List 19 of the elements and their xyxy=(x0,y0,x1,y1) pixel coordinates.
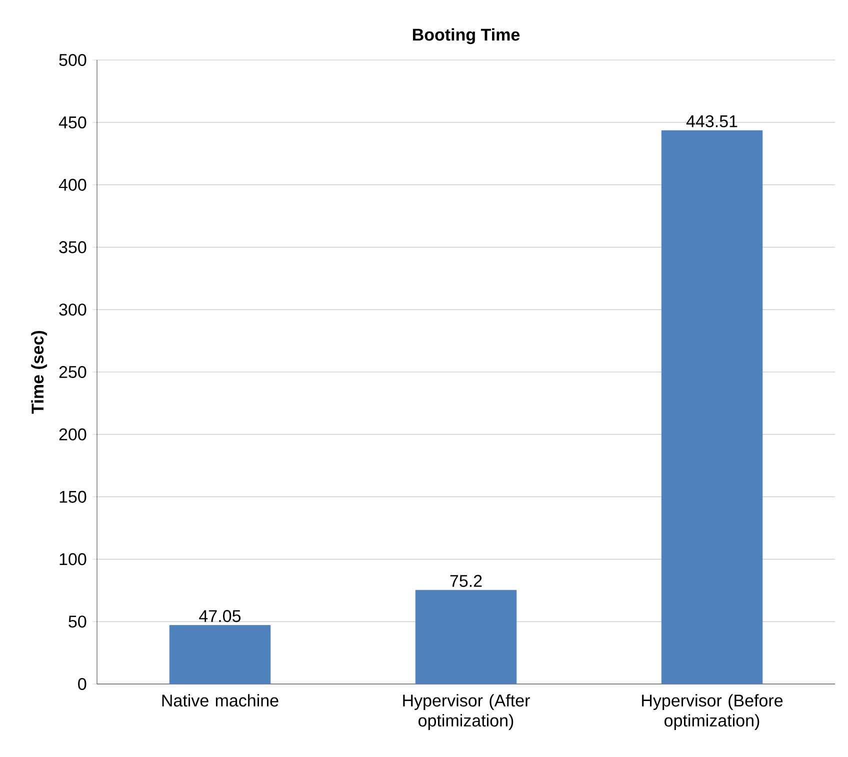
chart-title: Booting Time xyxy=(413,28,520,44)
y-axis-title: Time (sec) xyxy=(31,330,47,414)
data-label: 47.05 xyxy=(199,610,241,622)
y-tick-label: 150 xyxy=(60,490,86,503)
x-tick-label: Hypervisor (Before optimization) xyxy=(642,694,783,730)
y-tick-label: 50 xyxy=(68,616,86,628)
y-tick-label: 200 xyxy=(59,428,86,440)
x-tick-label: Native machine xyxy=(162,694,278,707)
y-tick-label: 400 xyxy=(58,178,86,191)
y-tick-label: 100 xyxy=(60,553,86,566)
data-label: 75.2 xyxy=(450,574,482,587)
x-tick-label: Hypervisor (After optimization) xyxy=(403,694,530,730)
y-tick-label: 250 xyxy=(59,366,86,378)
y-tick-label: 0 xyxy=(78,678,86,690)
y-tick-label: 350 xyxy=(59,241,86,254)
y-tick-label: 450 xyxy=(58,116,86,128)
data-label: 443.51 xyxy=(686,115,738,128)
y-tick-label: 300 xyxy=(59,304,86,316)
y-tick-label: 500 xyxy=(59,54,86,66)
